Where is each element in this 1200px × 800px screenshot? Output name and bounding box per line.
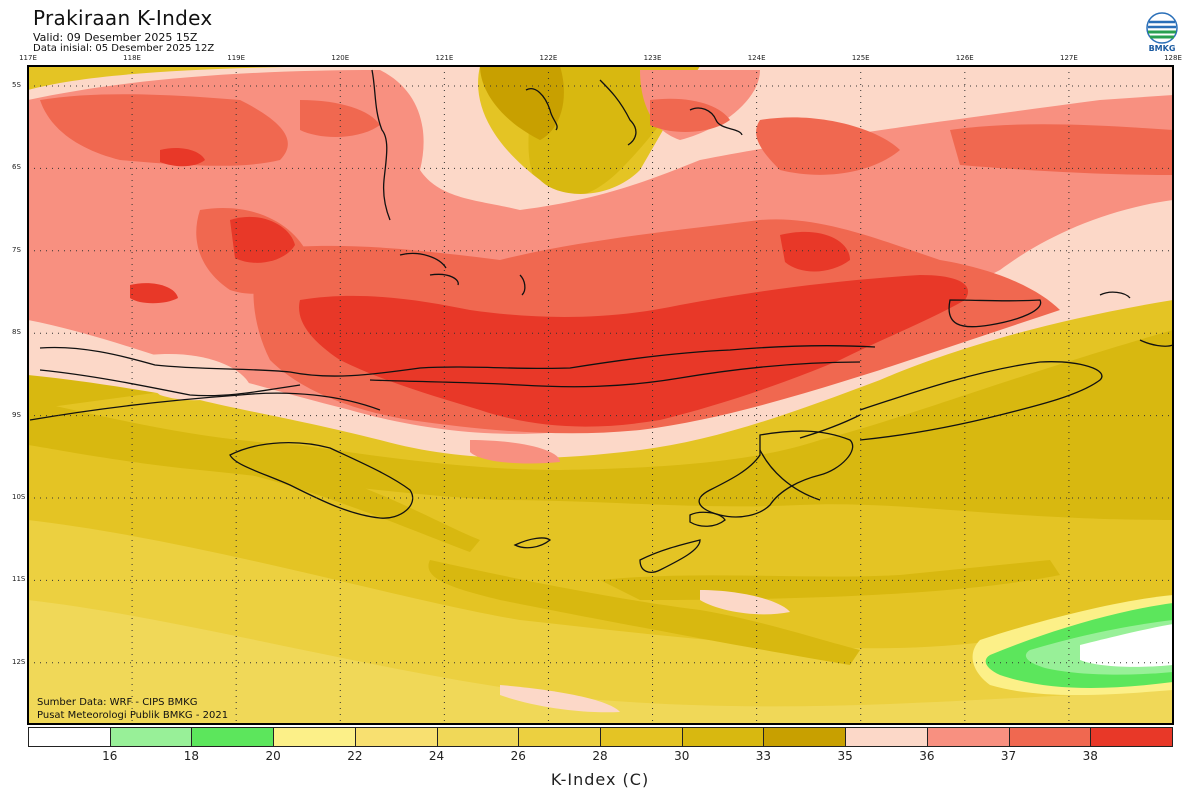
- lon-label: 118E: [123, 54, 141, 62]
- lon-label: 124E: [747, 54, 766, 62]
- colorbar-segment: [354, 727, 438, 747]
- colorbar-segment: [1008, 727, 1092, 747]
- coastlines: [29, 69, 1173, 573]
- lat-label: 10S: [12, 493, 26, 501]
- colorbar-tick-label: 36: [919, 749, 935, 763]
- colorbar-tick-label: 20: [265, 749, 281, 763]
- colorbar-segment: [763, 727, 847, 747]
- lon-label: 117E: [19, 54, 37, 62]
- lon-label: 125E: [851, 54, 870, 62]
- lat-label: 11S: [12, 575, 26, 584]
- colorbar-tick-label: 22: [347, 749, 363, 763]
- lon-label: 119E: [227, 54, 246, 62]
- lat-label: 9S: [12, 410, 21, 419]
- data-source: Sumber Data: WRF - CIPS BMKG: [37, 697, 198, 708]
- bmkg-logo-icon: [1146, 12, 1178, 44]
- colorbar-tick-label: 16: [102, 749, 118, 763]
- lat-label: 5S: [12, 81, 21, 89]
- colorbar-tick-label: 18: [183, 749, 200, 763]
- colorbar-segment: [681, 727, 765, 747]
- lat-label: 7S: [12, 245, 21, 254]
- lat-label: 12S: [12, 657, 26, 666]
- lon-label: 128E: [1164, 54, 1182, 62]
- lon-label: 126E: [955, 54, 974, 62]
- colorbar-tick-label: 30: [674, 749, 690, 763]
- initial-data-time: Data inisial: 05 Desember 2025 12Z: [33, 43, 215, 54]
- colorbar-segment: [273, 727, 356, 747]
- colorbar-segment: [600, 727, 683, 747]
- map-title: Prakiraan K-Index: [33, 6, 213, 30]
- colorbar-tick-label: 28: [592, 749, 608, 763]
- colorbar-segment: [1090, 727, 1173, 747]
- lat-label: 6S: [12, 163, 21, 172]
- colorbar-title: K-Index (C): [550, 770, 650, 789]
- lon-label: 122E: [539, 54, 558, 62]
- colorbar-segment: [845, 727, 928, 747]
- colorbar-segment: [436, 727, 520, 747]
- lon-label: 127E: [1060, 54, 1078, 62]
- colorbar-tick-label: 37: [1000, 749, 1017, 763]
- colorbar-tick-label: 26: [510, 749, 526, 763]
- colorbar-tick-label: 33: [755, 749, 772, 763]
- lat-label: 8S: [12, 328, 21, 337]
- logo-label: BMKG: [1148, 44, 1176, 53]
- colorbar-segment: [191, 727, 275, 747]
- lon-label: 120E: [331, 54, 350, 62]
- colorbar-segment: [28, 727, 111, 747]
- colorbar-tick-label: 24: [428, 749, 445, 763]
- colorbar-segment: [109, 727, 193, 747]
- lon-label: 121E: [435, 54, 454, 62]
- lon-label: 123E: [643, 54, 662, 62]
- map-frame: [27, 65, 1174, 725]
- colorbar-segment: [518, 727, 601, 747]
- colorbar-tick-label: 38: [1082, 749, 1098, 763]
- colorbar-tick-label: 35: [837, 749, 853, 763]
- publisher: Pusat Meteorologi Publik BMKG - 2021: [37, 710, 229, 721]
- colorbar-segment: [926, 727, 1010, 747]
- valid-time: Valid: 09 Desember 2025 15Z: [33, 31, 198, 44]
